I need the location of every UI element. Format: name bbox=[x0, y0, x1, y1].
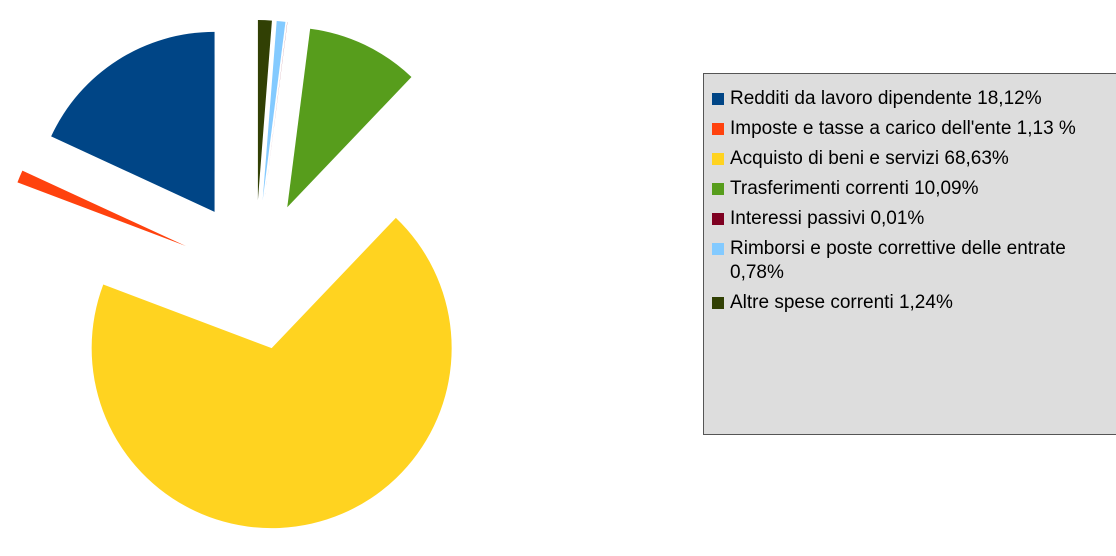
legend-label: Rimborsi e poste correttive delle entrat… bbox=[730, 238, 1066, 283]
legend-item: Trasferimenti correnti 10,09% bbox=[712, 177, 1116, 201]
legend-label: Acquisto di beni e servizi 68,63% bbox=[730, 148, 1009, 169]
pie-slice bbox=[51, 31, 215, 212]
legend-item: Interessi passivi 0,01% bbox=[712, 207, 1116, 231]
legend-label: Redditi da lavoro dipendente 18,12% bbox=[730, 88, 1042, 109]
legend-label: Trasferimenti correnti 10,09% bbox=[730, 178, 979, 199]
legend-item: Redditi da lavoro dipendente 18,12% bbox=[712, 87, 1116, 111]
legend-swatch bbox=[712, 243, 724, 255]
pie-slice bbox=[264, 22, 288, 201]
legend-label: Altre spese correnti 1,24% bbox=[730, 292, 953, 313]
legend-swatch bbox=[712, 213, 724, 225]
legend-item: Imposte e tasse a carico dell'ente 1,13 … bbox=[712, 117, 1116, 141]
legend-item: Rimborsi e poste correttive delle entrat… bbox=[712, 237, 1116, 285]
pie-slice bbox=[262, 20, 286, 201]
legend-swatch bbox=[712, 93, 724, 105]
legend-item: Altre spese correnti 1,24% bbox=[712, 291, 1116, 315]
legend-swatch bbox=[712, 297, 724, 309]
legend-label: Interessi passivi 0,01% bbox=[730, 208, 925, 229]
pie-area bbox=[17, 20, 452, 529]
pie-slice bbox=[287, 28, 412, 208]
legend-item: Acquisto di beni e servizi 68,63% bbox=[712, 147, 1116, 171]
legend: Redditi da lavoro dipendente 18,12% Impos… bbox=[703, 73, 1116, 435]
legend-swatch bbox=[712, 153, 724, 165]
pie-slice bbox=[257, 20, 272, 201]
pie-slice bbox=[17, 170, 186, 247]
legend-swatch bbox=[712, 183, 724, 195]
legend-label: Imposte e tasse a carico dell'ente 1,13 … bbox=[730, 118, 1076, 139]
legend-swatch bbox=[712, 123, 724, 135]
pie-slice bbox=[91, 217, 452, 529]
